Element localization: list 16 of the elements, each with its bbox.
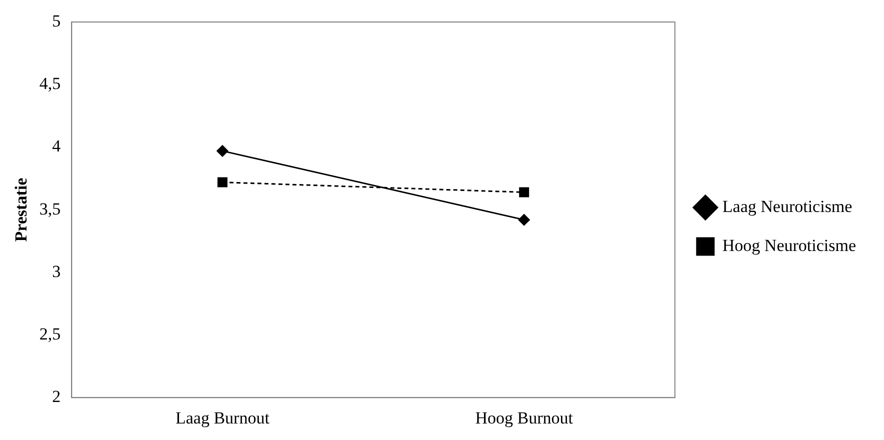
y-tick-label: 3 bbox=[52, 262, 61, 281]
y-tick-label: 4 bbox=[52, 136, 62, 156]
legend-label: Laag Neuroticisme bbox=[722, 196, 852, 216]
x-tick-label: Laag Burnout bbox=[175, 408, 270, 428]
y-tick-label: 3,5 bbox=[39, 199, 61, 218]
point bbox=[217, 177, 228, 188]
point bbox=[519, 187, 530, 198]
y-tick-label: 4,5 bbox=[39, 74, 61, 94]
point bbox=[216, 145, 228, 157]
y-tick-label: 5 bbox=[52, 11, 61, 30]
y-tick-label: 2 bbox=[52, 387, 61, 406]
y-axis-title: Prestatie bbox=[12, 177, 31, 242]
y-tick-label: 2,5 bbox=[39, 324, 61, 344]
x-tick-label: Hoog Burnout bbox=[475, 408, 574, 428]
point bbox=[518, 214, 530, 226]
legend-label: Hoog Neuroticisme bbox=[722, 236, 856, 255]
